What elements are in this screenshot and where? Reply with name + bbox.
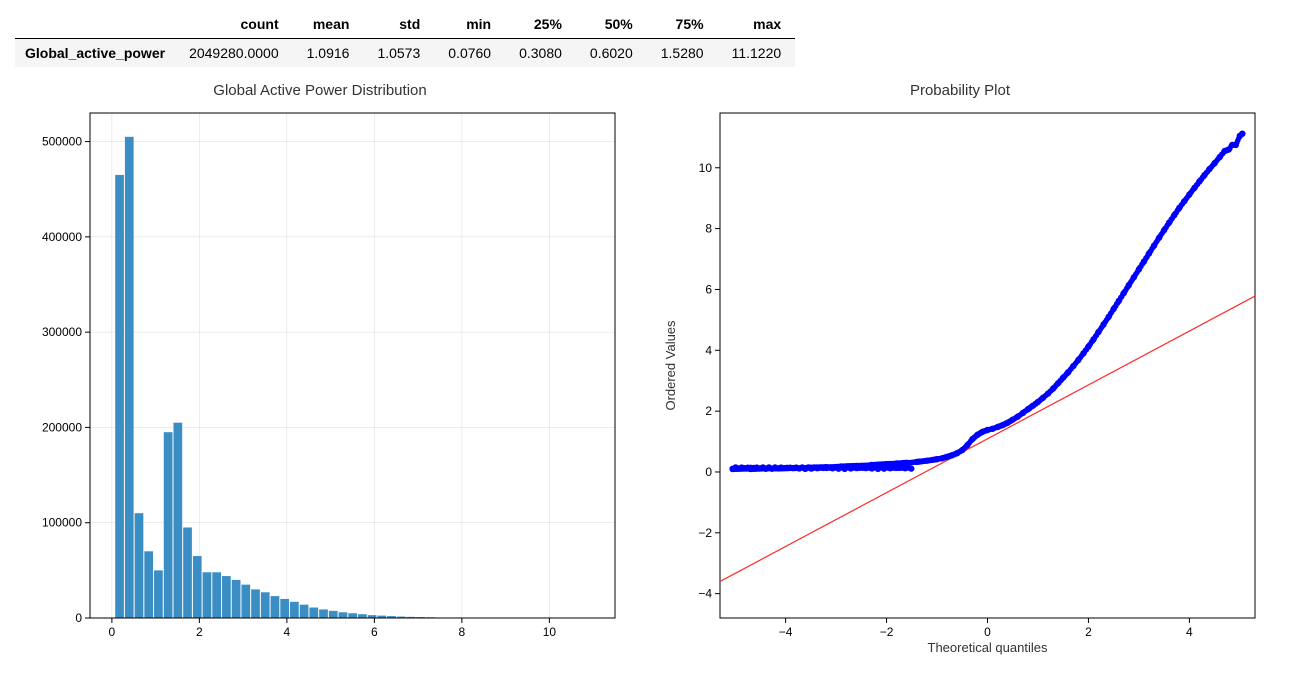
svg-text:0: 0 [75, 611, 82, 625]
table-row: Global_active_power 2049280.0000 1.0916 … [15, 39, 795, 68]
svg-text:2: 2 [705, 404, 712, 418]
svg-text:400000: 400000 [42, 230, 82, 244]
histogram-svg: 0 2 4 6 8 10 0 100000 200000 300000 400000 500000 [10, 103, 630, 658]
col-header: 75% [647, 10, 718, 39]
cell: 11.1220 [718, 39, 796, 68]
svg-text:100000: 100000 [42, 516, 82, 530]
svg-text:6: 6 [705, 282, 712, 296]
svg-text:6: 6 [371, 625, 378, 639]
col-header: min [434, 10, 505, 39]
col-header: max [718, 10, 796, 39]
table-corner [15, 10, 175, 39]
svg-text:−2: −2 [880, 625, 894, 639]
svg-text:300000: 300000 [42, 325, 82, 339]
cell: 0.3080 [505, 39, 576, 68]
svg-text:0: 0 [984, 625, 991, 639]
svg-text:4: 4 [284, 625, 291, 639]
qqplot-panel: Probability Plot −4 −2 0 2 4 −4 −2 0 2 4 6 8 10 Theor… [650, 82, 1270, 658]
svg-text:500000: 500000 [42, 135, 82, 149]
col-header: std [363, 10, 434, 39]
row-label: Global_active_power [15, 39, 175, 68]
svg-text:Ordered Values: Ordered Values [663, 320, 678, 411]
page-container: count mean std min 25% 50% 75% max Globa… [0, 0, 1306, 678]
col-header: 25% [505, 10, 576, 39]
histogram-panel: Global Active Power Distribution 0 2 4 6 8 10… [10, 82, 630, 658]
cell: 2049280.0000 [175, 39, 293, 68]
svg-text:2: 2 [196, 625, 203, 639]
svg-text:8: 8 [459, 625, 466, 639]
svg-text:8: 8 [705, 222, 712, 236]
svg-text:10: 10 [699, 161, 713, 175]
cell: 0.6020 [576, 39, 647, 68]
svg-text:2: 2 [1085, 625, 1092, 639]
stats-table: count mean std min 25% 50% 75% max Globa… [15, 10, 795, 67]
svg-text:Theoretical quantiles: Theoretical quantiles [928, 640, 1048, 655]
cell: 1.0573 [363, 39, 434, 68]
histogram-title: Global Active Power Distribution [10, 82, 630, 99]
svg-text:10: 10 [543, 625, 557, 639]
svg-text:4: 4 [705, 343, 712, 357]
cell: 1.0916 [293, 39, 364, 68]
qqplot-title: Probability Plot [650, 82, 1270, 99]
col-header: count [175, 10, 293, 39]
qqplot-svg: −4 −2 0 2 4 −4 −2 0 2 4 6 8 10 Theoretical quantiles O… [650, 103, 1270, 658]
svg-text:0: 0 [705, 465, 712, 479]
cell: 0.0760 [434, 39, 505, 68]
cell: 1.5280 [647, 39, 718, 68]
svg-text:−4: −4 [698, 587, 712, 601]
svg-text:−2: −2 [698, 526, 712, 540]
charts-row: Global Active Power Distribution 0 2 4 6 8 10… [10, 82, 1296, 658]
col-header: 50% [576, 10, 647, 39]
svg-text:200000: 200000 [42, 420, 82, 434]
col-header: mean [293, 10, 364, 39]
svg-text:−4: −4 [779, 625, 793, 639]
svg-text:4: 4 [1186, 625, 1193, 639]
svg-text:0: 0 [109, 625, 116, 639]
